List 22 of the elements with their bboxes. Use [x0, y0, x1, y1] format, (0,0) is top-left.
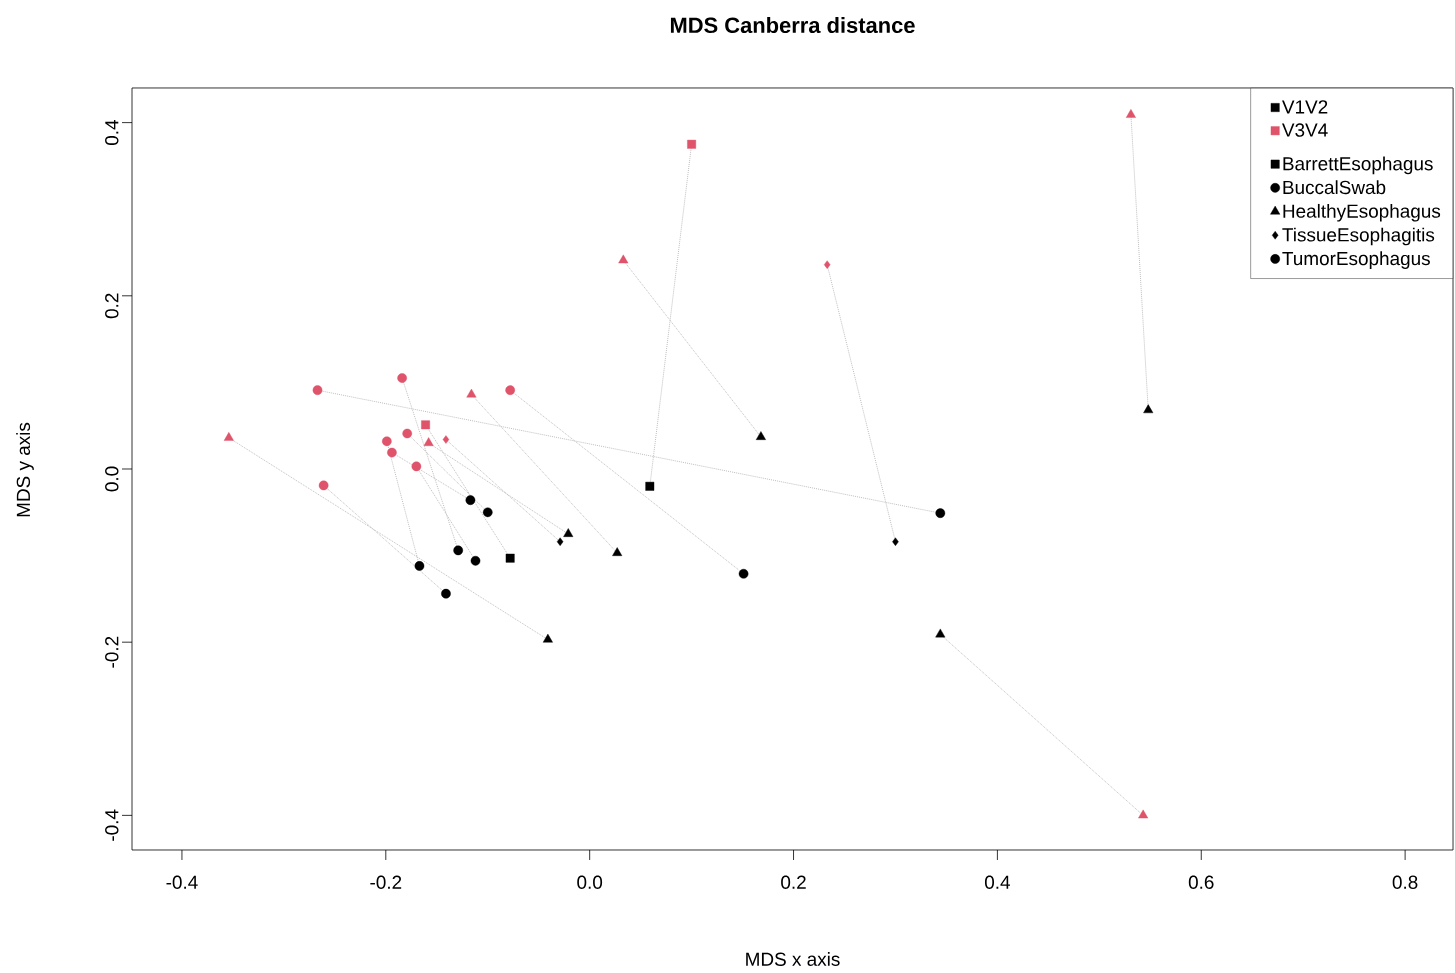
x-tick-label: 0.6 — [1188, 875, 1214, 889]
y-axis-title: MDS y axis — [16, 422, 34, 517]
legend-label: TumorEsophagus — [1282, 251, 1430, 269]
x-tick-label: 0.4 — [984, 875, 1010, 889]
legend-label: HealthyEsophagus — [1283, 203, 1441, 222]
legend-label: TissueEsophagitis — [1282, 227, 1435, 246]
y-tick-label: 0.0 — [105, 466, 119, 492]
x-tick-label: 0.8 — [1392, 875, 1418, 889]
legend-label: V3V4 — [1282, 123, 1328, 137]
chart-title: MDS Canberra distance — [670, 16, 915, 34]
y-tick-label: -0.2 — [105, 636, 119, 668]
x-tick-label: -0.4 — [166, 875, 198, 889]
x-tick-label: 0.0 — [577, 875, 603, 889]
x-tick-label: 0.2 — [781, 875, 806, 889]
x-axis-title: MDS x axis — [746, 952, 840, 966]
y-tick-label: -0.4 — [105, 809, 119, 841]
y-tick-label: 0.4 — [105, 120, 119, 146]
legend-label: V1V2 — [1282, 100, 1328, 114]
legend-label: BarrettEsophagus — [1283, 156, 1433, 175]
x-tick-label: -0.2 — [370, 875, 402, 889]
y-tick-label: 0.2 — [105, 293, 119, 319]
legend-label: BuccalSwab — [1283, 180, 1386, 195]
